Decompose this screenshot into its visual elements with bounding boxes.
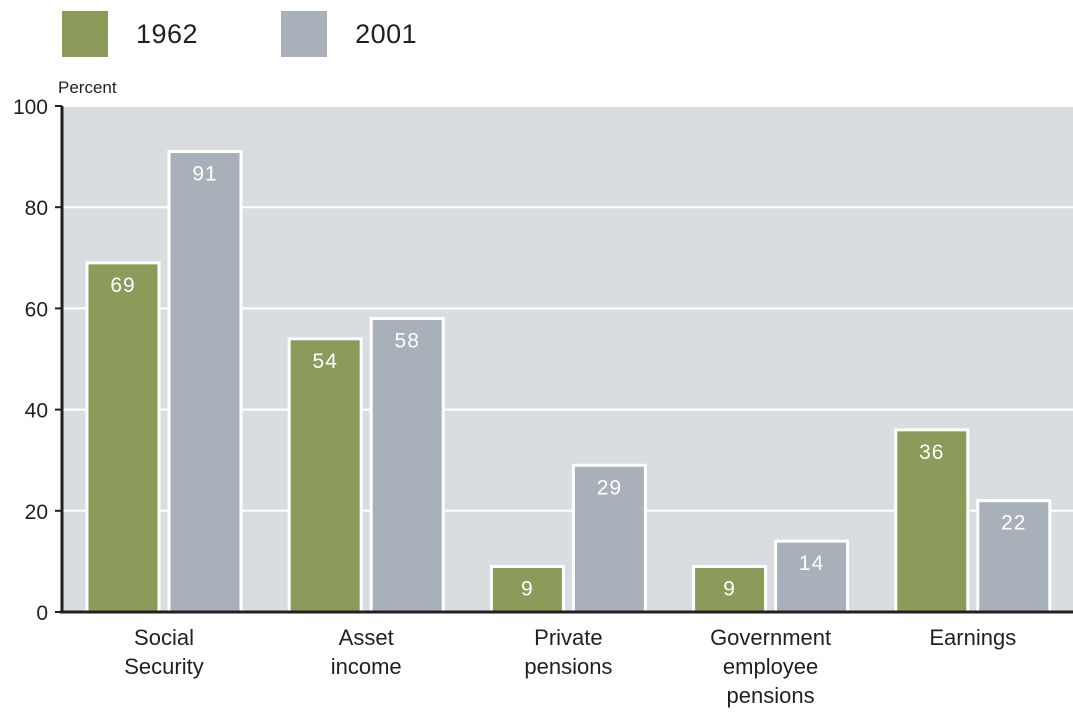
x-tick-label: income	[331, 654, 402, 679]
legend-label-1962: 1962	[136, 18, 199, 49]
y-tick-label: 100	[13, 96, 48, 119]
y-axis-title: Percent	[58, 78, 117, 97]
x-tick-label: Social	[134, 625, 194, 650]
bar-1962	[85, 261, 161, 614]
legend-swatch-1962	[62, 11, 108, 57]
x-tick-label: Government	[710, 625, 831, 650]
x-tick-label: Earnings	[929, 625, 1016, 650]
x-tick-label: Asset	[339, 625, 394, 650]
y-tick-label: 60	[25, 298, 48, 321]
bar-2001	[571, 463, 647, 614]
x-tick-label: pensions	[524, 654, 612, 679]
data-label: 14	[799, 552, 824, 575]
data-label: 29	[597, 476, 622, 499]
bar-2001	[167, 150, 243, 614]
data-label: 9	[723, 577, 736, 600]
y-tick-label: 0	[36, 602, 48, 625]
x-tick-label: pensions	[727, 683, 815, 708]
bar-1962	[287, 337, 363, 614]
legend-item-2001: 2001	[281, 11, 417, 57]
y-tick-label: 40	[25, 400, 48, 423]
legend-swatch-2001	[281, 11, 328, 57]
legend-label-2001: 2001	[355, 18, 418, 49]
data-label: 69	[110, 274, 135, 297]
bar-2001	[774, 539, 850, 614]
bar-2001	[976, 499, 1052, 614]
legend-item-1962: 1962	[62, 11, 198, 57]
x-tick-label: Security	[124, 654, 203, 679]
y-tick-label: 80	[25, 197, 48, 220]
x-tick-label: Private	[534, 625, 602, 650]
y-tick-label: 20	[25, 501, 48, 524]
data-label: 22	[1001, 512, 1026, 535]
data-label: 9	[521, 577, 534, 600]
data-label: 91	[192, 163, 217, 186]
data-label: 54	[313, 350, 338, 373]
x-tick-label: employee	[723, 654, 818, 679]
legend: 1962 2001	[62, 11, 500, 57]
data-label: 36	[919, 441, 944, 464]
bar-2001	[369, 317, 445, 614]
bar-1962	[894, 428, 970, 614]
data-label: 58	[395, 330, 420, 353]
